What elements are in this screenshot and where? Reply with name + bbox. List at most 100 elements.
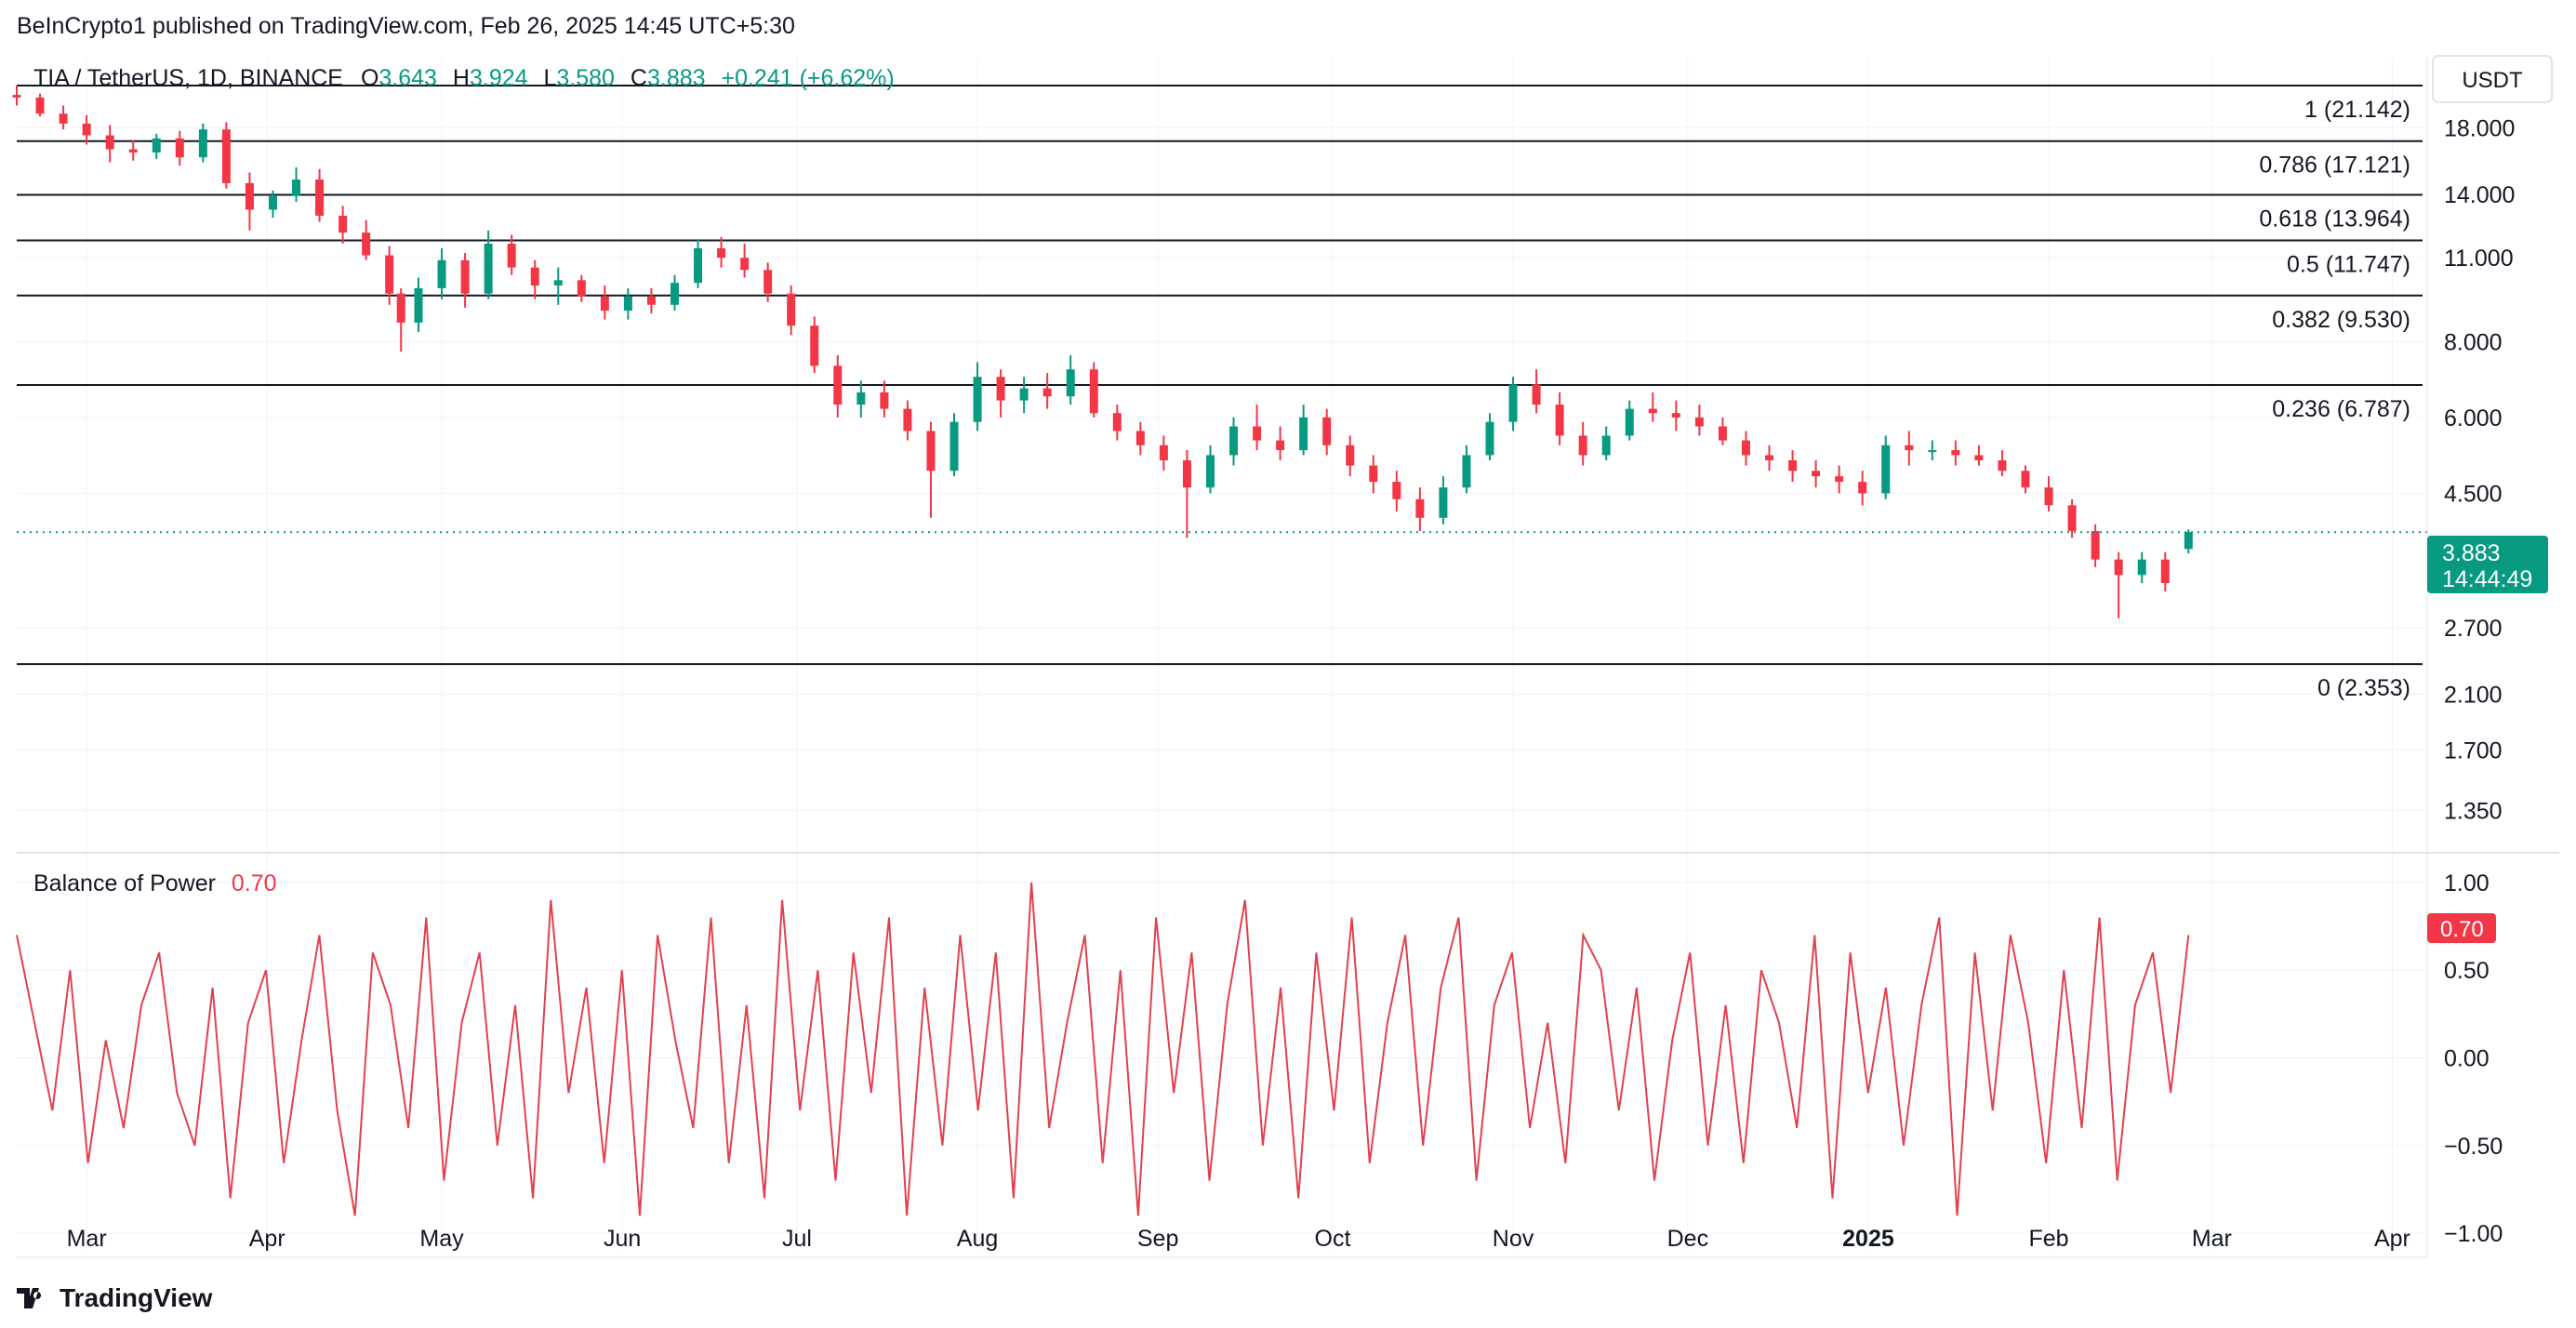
tradingview-icon	[17, 1288, 42, 1308]
candle-body	[1205, 455, 1215, 488]
tradingview-logo[interactable]: TradingView	[17, 1283, 212, 1313]
legend-high: 3.924	[470, 65, 528, 91]
legend-high-label: H	[453, 65, 470, 91]
fibonacci-retracement: 1 (21.142) 0.786 (17.121) 0.618 (13.964) 0.…	[17, 84, 2423, 701]
candle-body	[856, 392, 866, 405]
candle-body	[949, 421, 959, 471]
candle-body	[787, 293, 796, 326]
candle-body	[764, 270, 773, 294]
x-tick-label: Jul	[782, 1226, 812, 1252]
candle-body	[1182, 459, 1191, 488]
candle-body	[1229, 426, 1239, 456]
candle-body	[717, 248, 726, 259]
candle-body	[1415, 498, 1425, 518]
candle-body	[1276, 440, 1285, 451]
candle-body	[670, 283, 679, 305]
candle-body	[1089, 369, 1098, 414]
candle-body	[1905, 445, 1914, 451]
candle-body	[1835, 476, 1844, 483]
currency-button[interactable]	[2432, 55, 2553, 103]
fib-label: 0.618 (13.964)	[2259, 206, 2410, 232]
candle-body	[1135, 431, 1145, 445]
axes: Mar Apr May Jun Jul Aug Sep Oct Nov Dec 2025 Feb Mar…	[67, 116, 2516, 1252]
fib-label: 1 (21.142)	[2304, 97, 2410, 123]
x-tick-label: Oct	[1315, 1226, 1351, 1252]
candle-body	[1625, 408, 1634, 436]
y-tick-label: 11.000	[2444, 246, 2514, 272]
y-tick-label: 14.000	[2444, 182, 2515, 208]
candle-body	[105, 135, 114, 150]
candle-body	[1881, 445, 1891, 494]
candle-body	[926, 431, 936, 471]
fib-label: 0.236 (6.787)	[2272, 396, 2410, 422]
candle-body	[1066, 369, 1075, 397]
candle-body	[996, 377, 1005, 401]
brand-name: TradingView	[60, 1283, 213, 1312]
publish-info: BeInCrypto1 published on TradingView.com…	[17, 13, 795, 39]
fib-label: 0 (2.353)	[2317, 675, 2410, 701]
last-price-tag	[2427, 536, 2548, 593]
x-tick-label: Aug	[957, 1226, 998, 1252]
candle-body	[553, 280, 563, 286]
legend-row: TIA / TetherUS, 1D, BINANCE O3.643 H3.92…	[33, 65, 895, 91]
candle-body	[1485, 421, 1494, 456]
candle-body	[1532, 384, 1541, 405]
candle-body	[35, 97, 45, 114]
legend-low-label: L	[543, 65, 556, 91]
fib-label: 0.5 (11.747)	[2287, 252, 2410, 278]
currency-label: USDT	[2462, 68, 2523, 93]
candle-body	[2067, 505, 2077, 531]
x-tick-label: Apr	[249, 1226, 285, 1252]
candle-body	[1042, 388, 1052, 397]
candle-body	[1578, 435, 1587, 456]
candle-body	[1601, 435, 1611, 456]
x-tick-label: Apr	[2374, 1226, 2410, 1252]
bop-value-tag-label: 0.70	[2440, 917, 2484, 942]
candle-body	[1508, 384, 1518, 422]
candle-body	[198, 129, 207, 158]
candle-body	[437, 259, 446, 288]
y-tick-label: 6.000	[2444, 405, 2503, 432]
candle-body	[2044, 487, 2053, 506]
candle-body	[339, 215, 348, 233]
candle-body	[880, 392, 889, 409]
candle-body	[1858, 482, 1867, 494]
candle-body	[2137, 559, 2146, 576]
candle-body	[1671, 413, 1680, 418]
candle-body	[12, 95, 21, 98]
candle-body	[833, 365, 843, 405]
candle-body	[1253, 426, 1262, 441]
legend-open-label: O	[361, 65, 378, 91]
candle-body	[1159, 445, 1168, 460]
candle-body	[268, 195, 277, 210]
candle-body	[362, 232, 371, 256]
x-tick-label: Nov	[1493, 1226, 1534, 1252]
legend-symbol: TIA / TetherUS, 1D, BINANCE	[33, 65, 343, 91]
candle-body	[623, 296, 632, 311]
candle-body	[128, 149, 138, 153]
x-tick-label: Jun	[604, 1226, 641, 1252]
candle-body	[1718, 426, 1727, 441]
candle-body	[2091, 530, 2100, 560]
candle-body	[1299, 417, 1308, 451]
candle-body	[600, 296, 609, 311]
x-tick-label: Dec	[1667, 1226, 1708, 1252]
y-tick-label: 2.700	[2444, 616, 2503, 642]
y-tick-label: 4.500	[2444, 481, 2503, 507]
x-tick-label: Mar	[2192, 1226, 2232, 1252]
candle-body	[1788, 459, 1798, 471]
indicator-legend: Balance of Power 0.70	[33, 870, 277, 896]
candle-body	[1322, 417, 1332, 445]
candle-body	[1392, 482, 1401, 499]
candle-body	[1369, 465, 1378, 483]
y-tick-label: 1.350	[2444, 799, 2503, 825]
indicator-value: 0.70	[232, 870, 277, 896]
candle-body	[2160, 559, 2170, 584]
candle-body	[1019, 388, 1029, 401]
bop-tick-label: 1.00	[2444, 870, 2490, 896]
candle-body	[646, 296, 656, 305]
candle-body	[577, 280, 586, 297]
indicator-name: Balance of Power	[33, 870, 216, 896]
candle-body	[1812, 471, 1821, 477]
